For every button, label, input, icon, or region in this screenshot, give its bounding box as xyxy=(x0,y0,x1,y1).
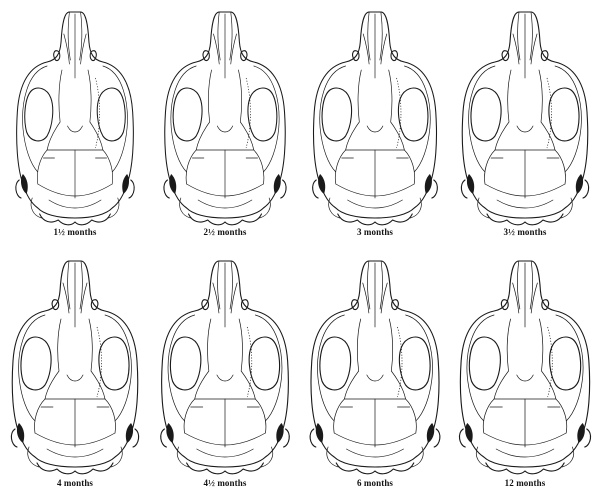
skull-outline xyxy=(458,260,592,475)
skull-panel-3: 3 months xyxy=(300,0,450,247)
skull-age-label: 1½ months xyxy=(53,227,97,237)
skull-panel-8: 12 months xyxy=(450,247,600,494)
skull-panel-2: 2½ months xyxy=(150,0,300,247)
skull-panel-4: 3½ months xyxy=(450,0,600,247)
skull-outline xyxy=(160,260,290,475)
skull-outline xyxy=(15,11,135,226)
skull-age-label: 6 months xyxy=(356,478,394,488)
skull-drawing xyxy=(309,260,441,475)
skull-panel-6: 4½ months xyxy=(150,247,300,494)
skull-drawing xyxy=(15,11,135,226)
skull-drawing xyxy=(163,11,287,226)
skull-outline xyxy=(312,11,438,226)
skull-drawing xyxy=(312,11,438,226)
skull-age-label: 12 months xyxy=(504,478,546,488)
skull-age-label: 4½ months xyxy=(203,478,247,488)
skull-outline xyxy=(460,11,590,226)
skull-drawing xyxy=(458,260,592,475)
skull-age-label: 3 months xyxy=(356,227,394,237)
skull-outline xyxy=(10,260,140,475)
skull-age-label: 4 months xyxy=(56,478,94,488)
skull-panel-5: 4 months xyxy=(0,247,150,494)
skull-age-label: 2½ months xyxy=(203,227,247,237)
skull-panel-7: 6 months xyxy=(300,247,450,494)
skull-outline xyxy=(309,260,441,475)
skull-drawing xyxy=(160,260,290,475)
skull-drawing xyxy=(10,260,140,475)
skull-drawing xyxy=(460,11,590,226)
skull-age-label: 3½ months xyxy=(503,227,547,237)
skull-outline xyxy=(163,11,287,226)
skull-panel-1: 1½ months xyxy=(0,0,150,247)
